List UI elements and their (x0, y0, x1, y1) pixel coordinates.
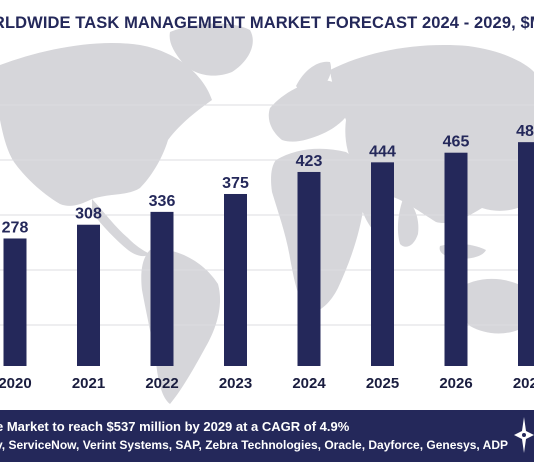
bar-2027 (518, 142, 534, 366)
bar-2023 (224, 193, 247, 366)
value-label-2026: 465 (443, 134, 470, 151)
x-tick-label-2027: 2027 (513, 375, 534, 392)
value-label-2022: 336 (149, 193, 176, 210)
bar-2026 (444, 152, 468, 366)
x-tick-label-2020: 2020 (0, 375, 32, 392)
bar-2025 (371, 162, 394, 366)
x-axis-tick-labels: 2020 2021 2022 2023 2024 2025 2026 2027 (0, 375, 534, 392)
compass-star-icon (514, 417, 534, 453)
bar-2024 (297, 171, 321, 366)
bar-2021 (77, 224, 100, 366)
chart-title: ORLDWIDE TASK MANAGEMENT MARKET FORECAST… (0, 14, 534, 32)
footer-vendor-list: y, ServiceNow, Verint Systems, SAP, Zebr… (0, 438, 508, 452)
x-tick-label-2023: 2023 (219, 375, 252, 392)
x-tick-label-2026: 2026 (439, 375, 472, 392)
bars-series (3, 142, 534, 366)
x-tick-label-2024: 2024 (292, 375, 326, 392)
value-label-2021: 308 (75, 206, 102, 223)
chart-area: 278308336375423444465488 202020212022202… (0, 23, 534, 404)
x-tick-label-2025: 2025 (366, 375, 399, 392)
value-label-2027: 488 (516, 123, 534, 140)
footer-banner: e Market to reach $537 million by 2029 a… (0, 410, 534, 462)
bar-2020 (3, 238, 27, 366)
value-label-2025: 444 (369, 143, 396, 160)
x-tick-label-2022: 2022 (145, 375, 178, 392)
x-tick-label-2021: 2021 (72, 375, 105, 392)
footer-headline: e Market to reach $537 million by 2029 a… (0, 419, 350, 434)
bar-2022 (150, 211, 174, 366)
value-label-2024: 423 (296, 153, 323, 170)
value-label-2023: 375 (222, 175, 249, 192)
value-labels: 278 308 336 375 423 444 465 488 (2, 123, 534, 236)
value-label-2020: 278 (2, 219, 29, 236)
